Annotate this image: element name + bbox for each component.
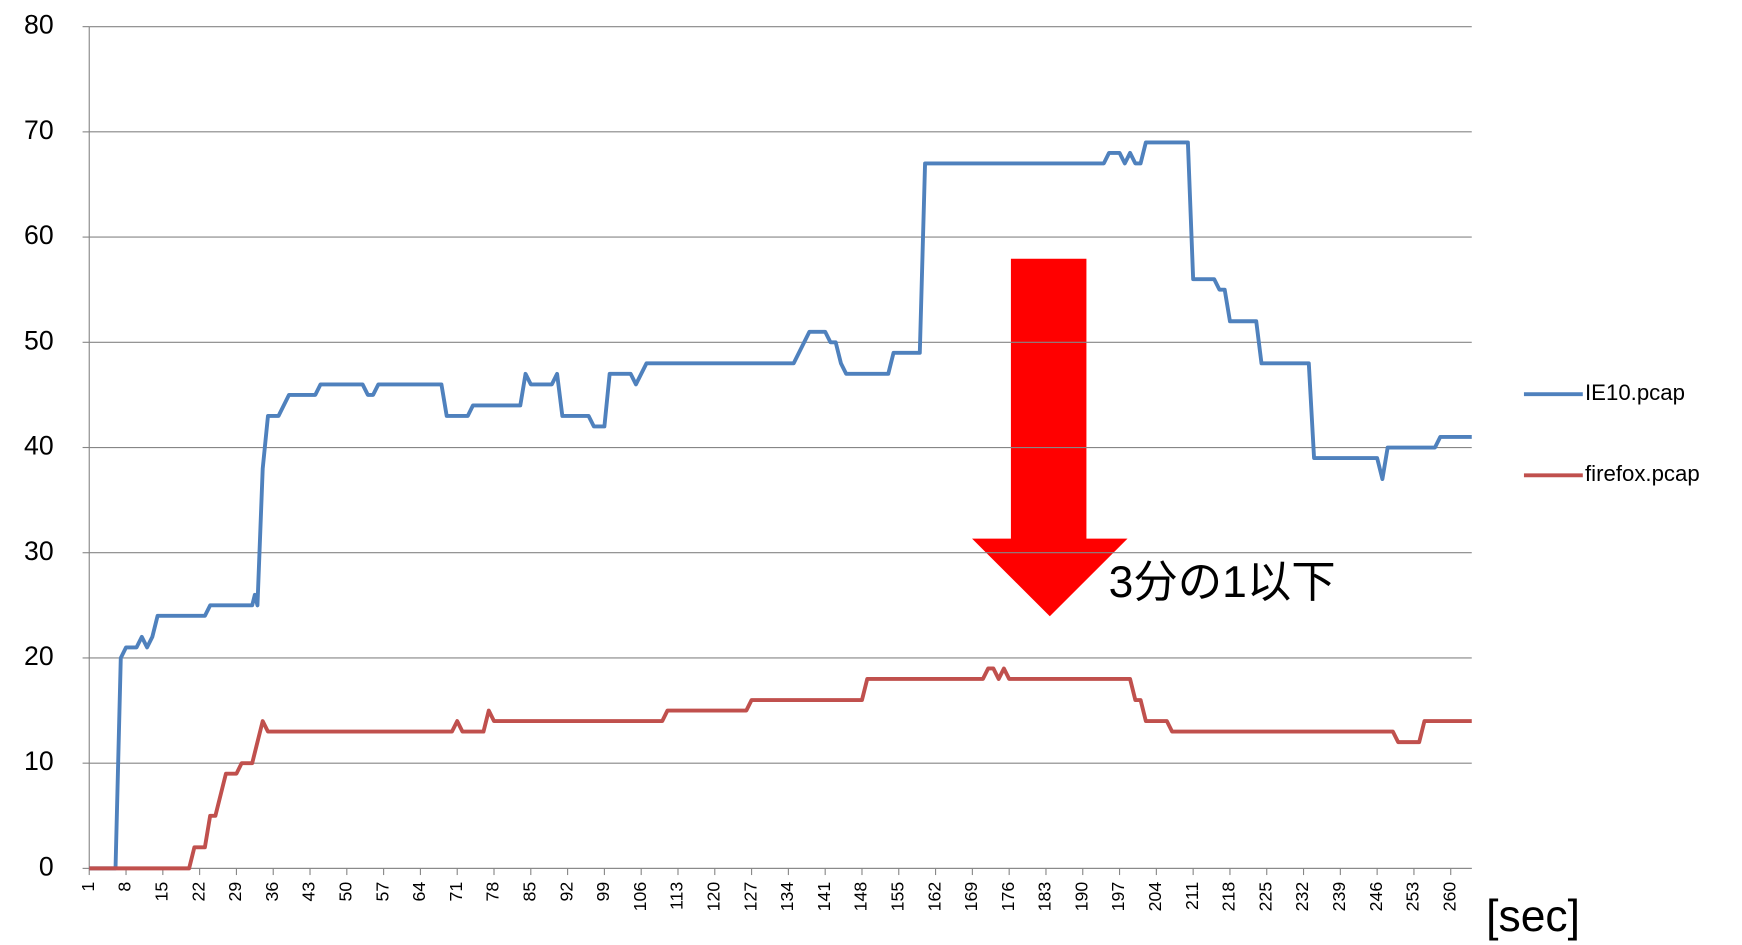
x-tick-label: 148 xyxy=(851,882,871,912)
series-line xyxy=(89,140,1472,871)
x-tick-label: 134 xyxy=(777,882,797,912)
x-tick-label: 246 xyxy=(1366,882,1386,912)
y-tick-label: 10 xyxy=(24,746,54,776)
x-tick-label: 85 xyxy=(519,882,539,902)
arrow-shape xyxy=(972,258,1128,617)
x-tick-label: 162 xyxy=(924,882,944,912)
x-tick-label: 43 xyxy=(299,882,319,902)
x-tick-label: 71 xyxy=(446,882,466,902)
x-tick-label: 50 xyxy=(336,882,356,902)
x-tick-label: 78 xyxy=(483,882,503,902)
legend-label: firefox.pcap xyxy=(1585,461,1700,486)
x-tick-label: 29 xyxy=(225,882,245,902)
y-tick-label: 40 xyxy=(24,431,54,461)
x-tick-label: 99 xyxy=(593,882,613,902)
x-tick-label: 239 xyxy=(1329,882,1349,912)
annotation-arrow xyxy=(972,258,1128,617)
y-tick-label: 20 xyxy=(24,641,54,671)
x-tick-label: 197 xyxy=(1108,882,1128,912)
x-axis-label: [sec] xyxy=(1486,892,1580,941)
x-tick-label: 57 xyxy=(372,882,392,902)
x-tick-label: 169 xyxy=(961,882,981,912)
y-tick-label: 30 xyxy=(24,536,54,566)
x-tick-label: 155 xyxy=(887,882,907,912)
x-tick-label: 92 xyxy=(556,882,576,902)
x-tick-label: 120 xyxy=(703,882,723,912)
x-tick-label: 232 xyxy=(1292,882,1312,912)
x-tick-label: 141 xyxy=(814,882,834,912)
x-tick-label: 127 xyxy=(740,882,760,912)
x-tick-label: 22 xyxy=(188,882,208,902)
x-tick-label: 15 xyxy=(152,882,172,902)
x-tick-label: 64 xyxy=(409,882,429,902)
x-tick-label: 190 xyxy=(1071,882,1091,912)
y-tick-label: 50 xyxy=(24,325,54,355)
y-tick-label: 60 xyxy=(24,220,54,250)
x-tick-label: 183 xyxy=(1035,882,1055,912)
x-tick-label: 176 xyxy=(998,882,1018,912)
x-tick-label: 204 xyxy=(1145,882,1165,912)
x-tick-label: 225 xyxy=(1255,882,1275,912)
legend-label: IE10.pcap xyxy=(1585,380,1685,405)
x-tick-label: 253 xyxy=(1403,882,1423,912)
x-tick-label: 8 xyxy=(115,882,135,892)
y-tick-label: 70 xyxy=(24,115,54,145)
x-tick-label: 211 xyxy=(1182,882,1202,910)
annotation-text: 3分の1以下 xyxy=(1109,558,1336,607)
x-tick-label: 218 xyxy=(1219,882,1239,912)
y-tick-label: 0 xyxy=(39,851,54,881)
x-tick-label: 1 xyxy=(78,882,98,892)
x-tick-label: 36 xyxy=(262,882,282,902)
x-tick-label: 113 xyxy=(667,882,687,910)
x-tick-label: 260 xyxy=(1439,882,1459,912)
series-line xyxy=(89,666,1472,871)
y-tick-label: 80 xyxy=(24,10,54,40)
x-tick-label: 106 xyxy=(630,882,650,912)
